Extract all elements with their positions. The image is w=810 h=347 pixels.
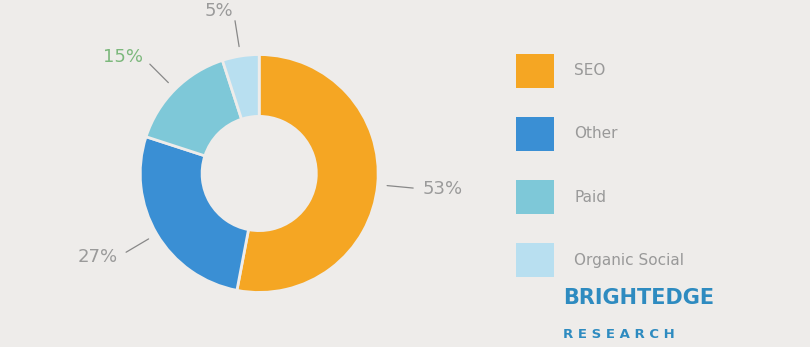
- Text: Other: Other: [574, 126, 618, 142]
- Text: R E S E A R C H: R E S E A R C H: [563, 328, 675, 341]
- Text: 53%: 53%: [423, 180, 463, 198]
- Bar: [516, 117, 554, 151]
- Bar: [516, 180, 554, 214]
- Text: Organic Social: Organic Social: [574, 253, 684, 268]
- Text: SEO: SEO: [574, 63, 606, 78]
- Text: 15%: 15%: [103, 49, 143, 66]
- Wedge shape: [146, 60, 241, 156]
- Wedge shape: [223, 54, 259, 119]
- Wedge shape: [237, 54, 378, 293]
- Text: 27%: 27%: [78, 248, 118, 266]
- Wedge shape: [140, 137, 249, 290]
- Bar: [516, 54, 554, 88]
- Text: BRIGHTEDGE: BRIGHTEDGE: [563, 288, 714, 308]
- Bar: [516, 243, 554, 277]
- Text: Paid: Paid: [574, 189, 607, 205]
- Text: 5%: 5%: [205, 2, 233, 20]
